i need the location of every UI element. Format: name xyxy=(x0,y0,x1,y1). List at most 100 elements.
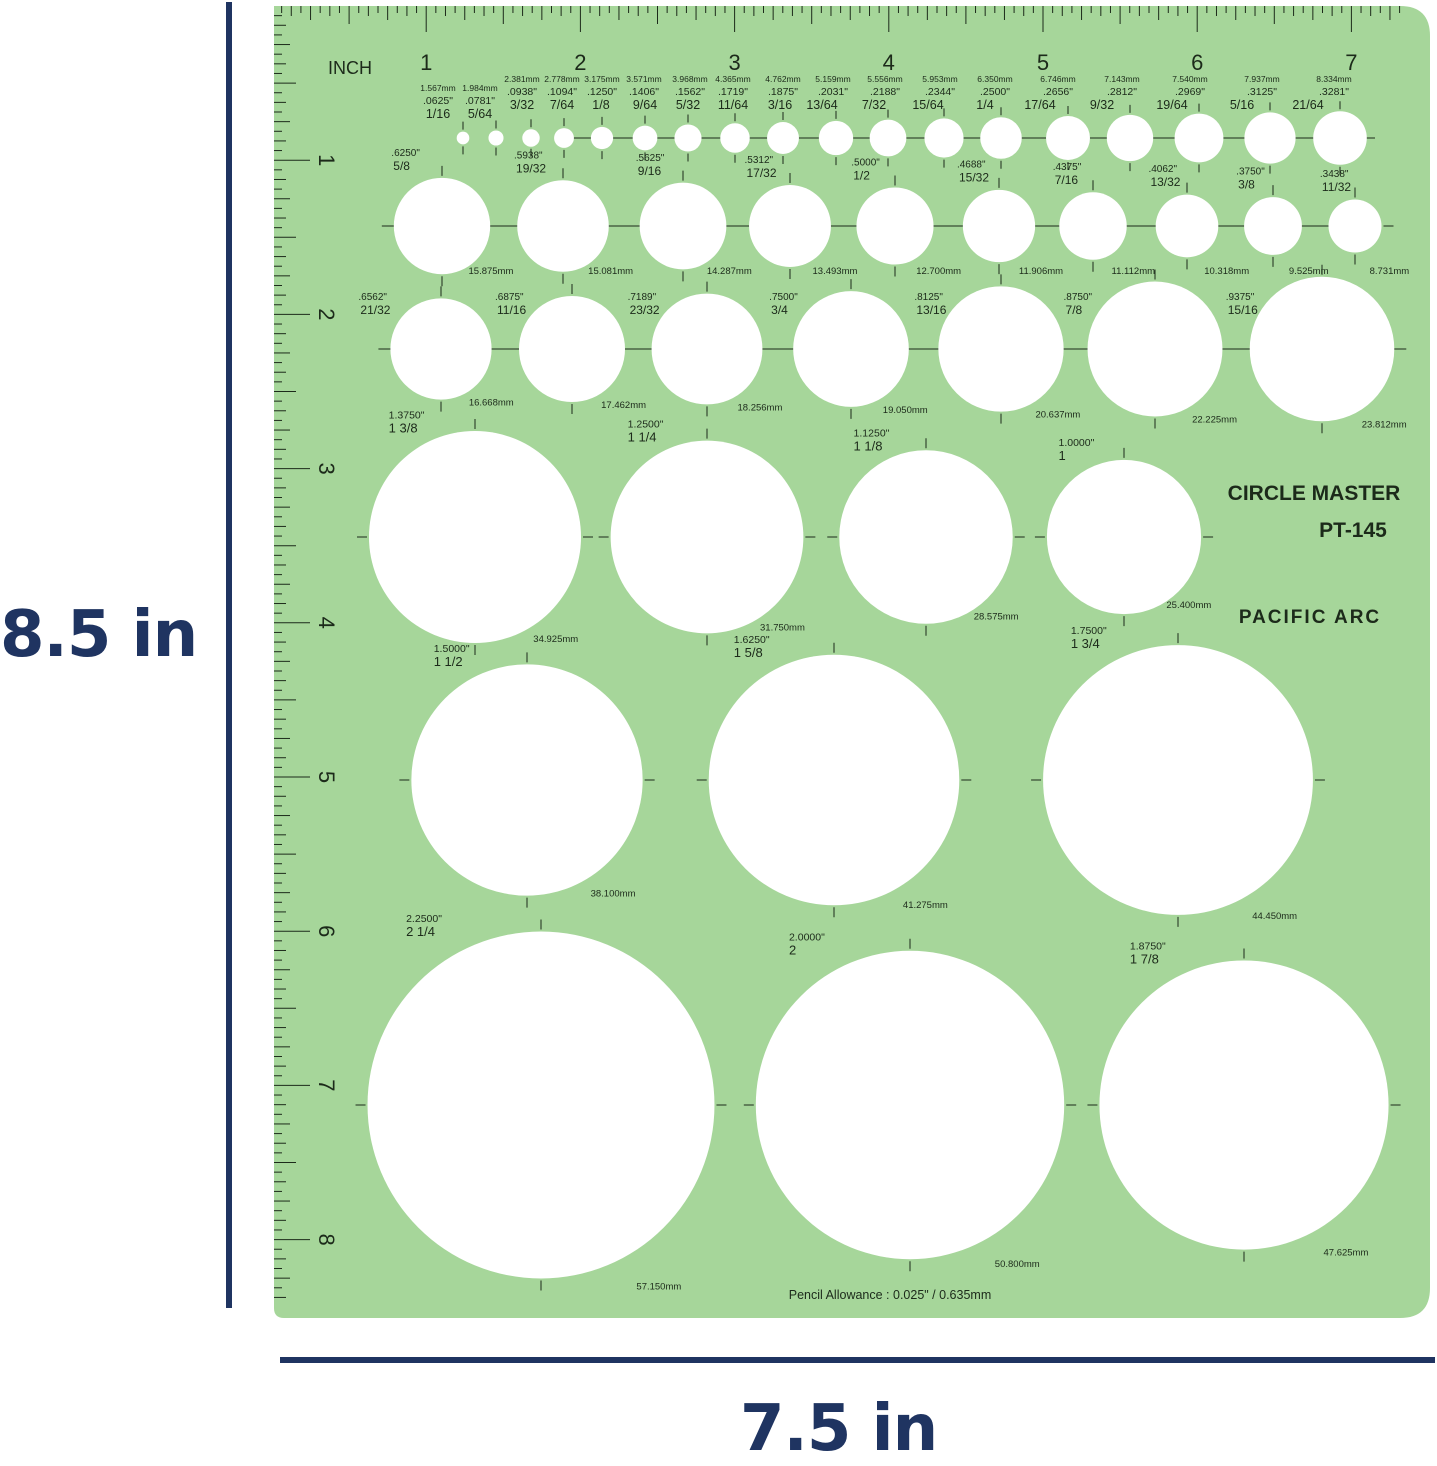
circle-decimal-label: .2031" xyxy=(818,86,848,98)
ruler-number-left: 8 xyxy=(314,1233,339,1245)
circle-decimal-label: .2969" xyxy=(1175,86,1205,98)
circle-decimal-label: .0781" xyxy=(465,95,495,107)
ruler-number-left: 3 xyxy=(314,462,339,474)
circle-hole xyxy=(390,298,492,400)
circle-fraction-label: 1/4 xyxy=(976,98,993,112)
circle-decimal-label: 1.7500" xyxy=(1071,625,1107,637)
circle-mm-label: 8.334mm xyxy=(1316,74,1351,84)
circle-decimal-label: 1.2500" xyxy=(628,418,664,430)
circle-mm-label: 13.493mm xyxy=(813,266,858,277)
circle-hole xyxy=(1155,194,1219,258)
circle-hole xyxy=(517,180,609,272)
circle-mm-label: 11.112mm xyxy=(1112,266,1156,277)
circle-decimal-label: .6250" xyxy=(391,148,420,159)
circle-fraction-label: 1 1/8 xyxy=(854,439,883,454)
circle-decimal-label: .3125" xyxy=(1247,86,1277,98)
circle-hole xyxy=(393,177,491,275)
circle-fraction-label: 5/32 xyxy=(676,98,700,112)
circle-fraction-label: 13/32 xyxy=(1150,175,1180,189)
circle-decimal-label: 1.0000" xyxy=(1058,437,1094,449)
circle-hole xyxy=(1249,276,1395,422)
circle-fraction-label: 17/64 xyxy=(1024,98,1055,112)
circle-fraction-label: 7/32 xyxy=(862,98,886,112)
circle-fraction-label: 23/32 xyxy=(630,303,660,317)
circle-fraction-label: 9/32 xyxy=(1090,98,1114,112)
circle-mm-label: 20.637mm xyxy=(1035,410,1080,421)
ruler-number-top: 6 xyxy=(1191,50,1203,75)
circle-mm-label: 57.150mm xyxy=(636,1282,681,1293)
circle-fraction-label: 2 1/4 xyxy=(406,924,435,939)
circle-decimal-label: .2188" xyxy=(870,86,900,98)
circle-decimal-label: 1.6250" xyxy=(734,634,770,646)
ruler-number-top: 1 xyxy=(420,50,432,75)
circle-decimal-label: .2656" xyxy=(1043,86,1073,98)
circle-decimal-label: 1.1250" xyxy=(854,428,890,440)
brand-model: PT-145 xyxy=(1319,519,1387,542)
circle-mm-label: 15.875mm xyxy=(469,266,514,277)
circle-fraction-label: 13/64 xyxy=(806,98,837,112)
circle-fraction-label: 7/64 xyxy=(550,98,574,112)
circle-fraction-label: 7/8 xyxy=(1066,303,1083,317)
circle-decimal-label: .7189" xyxy=(628,292,657,303)
ruler-ticks xyxy=(274,6,1401,1298)
circle-hole xyxy=(590,126,614,150)
circle-hole xyxy=(793,291,909,407)
circle-mm-label: 7.143mm xyxy=(1104,74,1139,84)
circle-fraction-label: 5/16 xyxy=(1230,98,1254,112)
circle-decimal-label: .6562" xyxy=(358,292,387,303)
circle-mm-label: 2.778mm xyxy=(544,74,579,84)
circle-hole xyxy=(367,931,715,1279)
circle-fraction-label: 11/32 xyxy=(1322,180,1351,194)
circle-hole xyxy=(1313,111,1367,165)
circle-decimal-label: .3750" xyxy=(1236,167,1265,178)
ruler-number-top: 5 xyxy=(1037,50,1049,75)
circle-hole xyxy=(554,128,574,148)
ruler-number-top: 7 xyxy=(1345,50,1357,75)
circle-decimal-label: .9375" xyxy=(1226,292,1255,303)
circle-decimal-label: .8125" xyxy=(914,292,943,303)
circle-mm-label: 12.700mm xyxy=(916,266,961,277)
circle-mm-label: 19.050mm xyxy=(883,405,928,416)
ruler-number-left: 6 xyxy=(314,925,339,937)
circle-fraction-label: 1/8 xyxy=(592,98,609,112)
circle-mm-label: 3.175mm xyxy=(584,74,619,84)
circle-mm-label: 1.567mm xyxy=(420,83,455,93)
circle-mm-label: 1.984mm xyxy=(462,83,497,93)
circle-fraction-label: 1/2 xyxy=(853,168,870,182)
circle-hole xyxy=(1244,112,1296,164)
ruler-number-left: 4 xyxy=(314,617,339,629)
circle-hole xyxy=(856,187,934,265)
circle-decimal-label: .1562" xyxy=(675,86,705,98)
circle-mm-label: 6.746mm xyxy=(1040,74,1075,84)
circle-mm-label: 7.937mm xyxy=(1244,74,1279,84)
circle-hole xyxy=(456,131,470,145)
circle-fraction-label: 1 7/8 xyxy=(1130,952,1159,967)
width-dimension-line xyxy=(280,1357,1435,1363)
height-label: 8.5 in xyxy=(0,598,198,672)
circle-mm-label: 4.762mm xyxy=(765,74,800,84)
circle-decimal-label: .0938" xyxy=(507,86,537,98)
circle-mm-label: 25.400mm xyxy=(1166,600,1211,611)
circle-mm-label: 44.450mm xyxy=(1252,911,1297,922)
ruler-number-top: 2 xyxy=(574,50,586,75)
circle-hole xyxy=(720,123,750,153)
circle-fraction-label: 15/32 xyxy=(959,171,989,185)
circle-mm-label: 47.625mm xyxy=(1324,1248,1369,1259)
circle-decimal-label: .2344" xyxy=(925,86,955,98)
circle-mm-label: 8.731mm xyxy=(1370,266,1410,277)
circle-hole xyxy=(818,120,854,156)
circle-decimal-label: .5625" xyxy=(636,153,665,164)
width-label: 7.5 in xyxy=(740,1392,938,1466)
circle-hole xyxy=(767,122,799,154)
circle-fraction-label: 19/64 xyxy=(1156,98,1187,112)
circle-fraction-label: 5/64 xyxy=(468,107,492,121)
circle-decimal-label: .1719" xyxy=(718,86,748,98)
circle-fraction-label: 1 1/2 xyxy=(434,654,463,669)
circle-mm-label: 15.081mm xyxy=(588,266,633,277)
circle-mm-label: 17.462mm xyxy=(601,400,646,411)
circle-mm-label: 5.953mm xyxy=(922,74,957,84)
circle-fraction-label: 3/8 xyxy=(1238,178,1255,192)
ruler-number-left: 1 xyxy=(314,154,339,166)
circle-decimal-label: .4688" xyxy=(957,160,986,171)
